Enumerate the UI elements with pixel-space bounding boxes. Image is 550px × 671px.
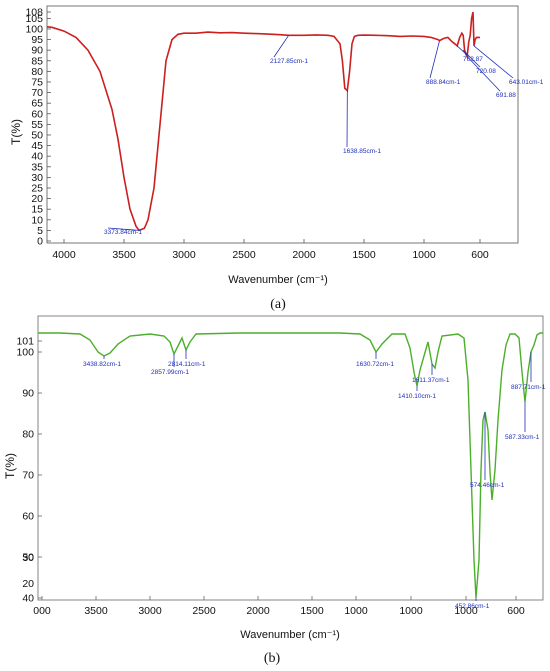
chart-b-annotation: 1410.10cm-1	[398, 393, 436, 400]
chart-a-annotation-leader	[107, 227, 140, 231]
chart-a-ytick-label: 60	[31, 108, 43, 120]
chart-a-xtick-label: 4000	[52, 249, 76, 261]
chart-b-annotation: 574.46cm-1	[470, 482, 505, 489]
chart-a-xtick-label: 2500	[232, 249, 256, 261]
chart-a-ytick-label: 40	[31, 151, 43, 163]
chart-a-ytick-label: 35	[31, 161, 43, 173]
chart-a-xlabel: Wavenumber (cm⁻¹)	[228, 274, 328, 286]
chart-b-xtick-label: 1000	[454, 605, 478, 617]
chart-a-annotation: 2127.85cm-1	[270, 58, 308, 65]
chart-a-annotation: 762.87	[463, 56, 483, 63]
chart-b-xtick-label: 1000	[344, 605, 368, 617]
chart-b-xtick-label: 2000	[246, 605, 270, 617]
chart-a-xtick-label: 3500	[112, 249, 136, 261]
chart-b-xtick-label: 1500	[300, 605, 324, 617]
chart-a-annotation-leader	[462, 49, 481, 68]
chart-b-ytick-label: 40	[22, 593, 34, 605]
chart-a-ytick-label: 45	[31, 140, 43, 152]
chart-b-ytick-label: 20	[22, 578, 34, 590]
chart-b-annotation: 587.33cm-1	[505, 434, 540, 441]
chart-a-ytick-label: 50	[31, 129, 43, 141]
chart-a-annotation: 643.01cm-1	[509, 79, 544, 86]
chart-a-annotation: 720.08	[476, 68, 496, 75]
chart-a-ytick-label: 30	[31, 172, 43, 184]
chart-a-ylabel: T(%)	[9, 119, 23, 145]
chart-b-annotation: 452.86cm-1	[455, 603, 490, 610]
chart-a-series-line	[46, 11, 480, 232]
chart-b-annotation: 3438.82cm-1	[83, 361, 121, 368]
chart-b-annotation: 2857.99cm-1	[151, 369, 189, 376]
chart-b-ytick-label: 90	[22, 388, 34, 400]
chart-b-xtick-label: 600	[507, 605, 525, 617]
chart-b-ytick-label: 50	[22, 552, 34, 564]
chart-a-ytick-label: 65	[31, 98, 43, 110]
chart-b-series-line	[38, 332, 543, 599]
chart-a-annotation: 691.88	[496, 92, 516, 99]
chart-a-ytick-label: 20	[31, 193, 43, 205]
chart-a-ytick-label: 55	[31, 119, 43, 131]
chart-b-ytick-label: 60	[22, 511, 34, 523]
chart-b-xtick-label: 000	[33, 605, 51, 617]
chart-a-ytick-label: 90	[31, 45, 43, 57]
chart-b-ylabel: T(%)	[3, 453, 17, 479]
chart-b-xtick-label: 1000	[399, 605, 423, 617]
chart-a-ytick-label: 25	[31, 182, 43, 194]
chart-b-annotation: 1630.72cm-1	[356, 361, 394, 368]
chart-b-xtick-label: 3500	[84, 605, 108, 617]
chart-b-ytick-label: 101	[16, 336, 34, 348]
chart-a-ytick-label: 95	[31, 34, 43, 46]
chart-b-ytick-label: 80	[22, 429, 34, 441]
chart-a-annotation-leader	[273, 35, 289, 58]
chart-b-ytick-label: 70	[22, 470, 34, 482]
chart-b-frame	[37, 315, 544, 601]
chart-a-ytick-label: 5	[37, 225, 43, 237]
chart-a-ytick-label: 0	[37, 236, 43, 248]
chart-a-xtick-label: 3000	[172, 249, 196, 261]
chart-a-annotation-leader	[466, 56, 501, 92]
chart-a-xtick-label: 1500	[352, 249, 376, 261]
chart-b-annotation: 2814.11cm-1	[168, 361, 206, 368]
chart-a-ytick-label: 70	[31, 87, 43, 99]
chart-a-annotation-leader	[429, 40, 440, 79]
chart-b-xlabel: Wavenumber (cm⁻¹)	[240, 629, 340, 641]
chart-b-ytick-label: 30	[22, 552, 34, 564]
chart-a-ytick-label: 105	[25, 13, 43, 25]
chart-a-xtick-label: 2000	[292, 249, 316, 261]
chart-b-annotation: 1611.37cm-1	[412, 377, 450, 384]
chart-a: 1081051009590858075706560555045403530252…	[9, 5, 544, 312]
chart-a-ytick-label: 85	[31, 55, 43, 67]
chart-a-annotation-leader	[473, 45, 514, 79]
chart-b-xtick-label: 2500	[192, 605, 216, 617]
chart-a-ytick-label: 15	[31, 204, 43, 216]
chart-a-ytick-label: 75	[31, 76, 43, 88]
chart-a-ytick-label: 80	[31, 66, 43, 78]
chart-a-frame	[46, 5, 519, 244]
chart-a-ytick-label: 100	[25, 23, 43, 35]
chart-b-ytick-label: 100	[16, 347, 34, 359]
chart-b-annotation: 887.71cm-1	[511, 384, 546, 391]
chart-a-xtick-label: 1000	[412, 249, 436, 261]
chart-a-ytick-label: 10	[31, 214, 43, 226]
chart-b-xtick-label: 3000	[138, 605, 162, 617]
chart-a-annotation: 1638.85cm-1	[343, 148, 381, 155]
chart-a-annotation: 3373.84cm-1	[104, 229, 142, 236]
chart-a-xtick-label: 600	[471, 249, 489, 261]
chart-a-annotation: 888.84cm-1	[426, 79, 461, 86]
chart-a-panel-label: (a)	[270, 297, 286, 312]
chart-a-annotation-leader	[456, 45, 468, 56]
chart-a-ytick-label: 108	[25, 7, 43, 19]
chart-b-panel-label: (b)	[264, 651, 281, 666]
